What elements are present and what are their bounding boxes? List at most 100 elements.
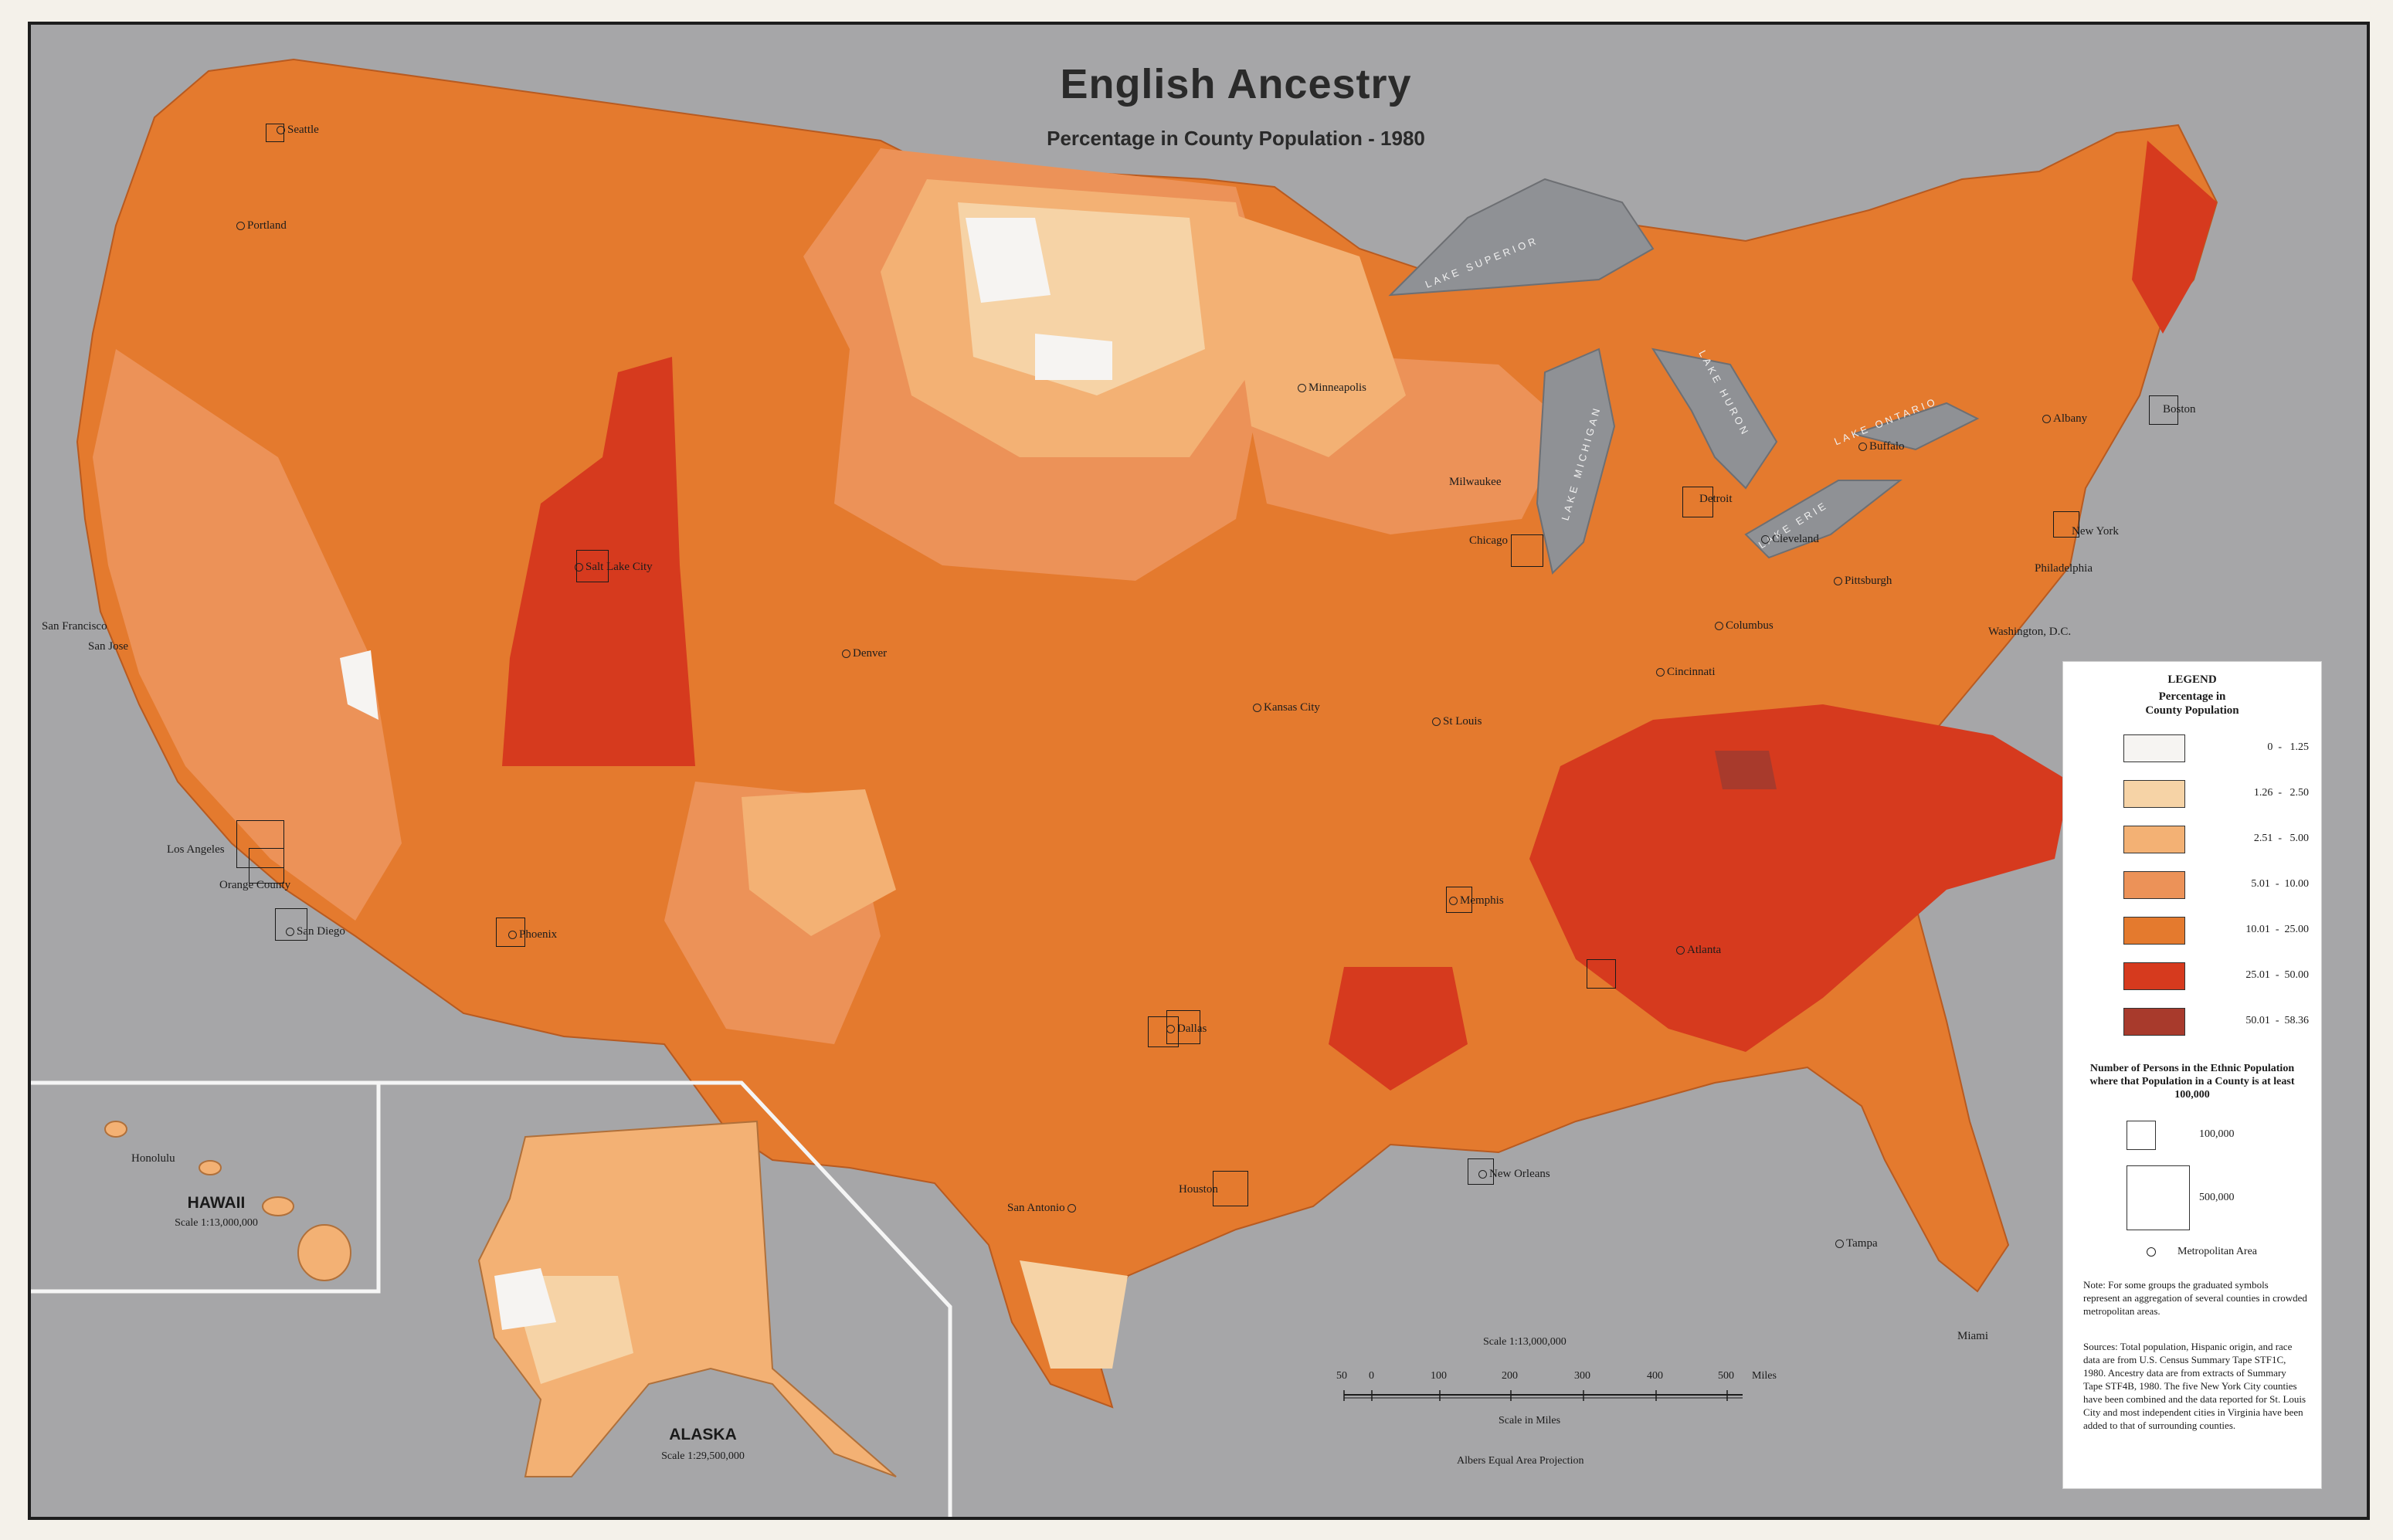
- legend-class-row: 50.01 - 58.36: [2123, 1008, 2309, 1039]
- legend-class-row: 0 - 1.25: [2123, 734, 2309, 765]
- region-utah: [502, 357, 695, 766]
- scale-tick-0: 0: [1369, 1370, 1374, 1382]
- alaska-white-region: [494, 1268, 556, 1330]
- city-label: Salt Lake City: [586, 561, 653, 573]
- city-label: Atlanta: [1687, 944, 1722, 956]
- lake-michigan: [1536, 348, 1616, 575]
- city-marker-icon: [1298, 384, 1306, 393]
- city-new-orleans: New Orleans: [1478, 1168, 1550, 1181]
- region-sd-white: [1035, 334, 1112, 380]
- city-label: Minneapolis: [1309, 382, 1366, 394]
- hawaii-title: HAWAII: [187, 1194, 246, 1212]
- scale-tick-100: 100: [1431, 1370, 1447, 1382]
- legend-range: 25.01 - 50.00: [2245, 969, 2309, 981]
- legend-metro-label: Metropolitan Area: [2147, 1246, 2257, 1258]
- legend-panel: LEGEND Percentage in County Population 0…: [2062, 661, 2322, 1489]
- city-marker-icon: [277, 126, 285, 135]
- region-kentucky-core: [1715, 751, 1777, 789]
- hawaii-scale: Scale 1:13,000,000: [175, 1217, 258, 1229]
- metro-symbol-new-orleans: [1468, 1158, 1494, 1185]
- city-seattle: Seattle: [277, 124, 319, 137]
- city-atlanta: Atlanta: [1676, 944, 1721, 957]
- metro-symbol-chicago: [1511, 534, 1543, 567]
- region-nevada-white: [340, 650, 378, 720]
- city-philadelphia: Philadelphia: [2035, 562, 2093, 575]
- city-marker-icon: [1656, 668, 1665, 677]
- city-honolulu: Honolulu: [131, 1152, 175, 1165]
- city-label: Tampa: [1846, 1237, 1878, 1250]
- legend-persons-heading: Number of Persons in the Ethnic Populati…: [2089, 1063, 2295, 1101]
- region-maine: [2132, 141, 2217, 334]
- city-label: Los Angeles: [167, 843, 225, 856]
- legend-class-row: 2.51 - 5.00: [2123, 826, 2309, 856]
- metro-symbol-boston: [2149, 395, 2178, 425]
- city-label: San Antonio: [1007, 1202, 1065, 1214]
- legend-swatch: [2123, 871, 2185, 899]
- city-label: Phoenix: [519, 928, 558, 941]
- city-marker-icon: [1834, 577, 1842, 586]
- city-cleveland: Cleveland: [1761, 533, 1819, 546]
- hawaii-oahu: [199, 1160, 222, 1175]
- metro-symbol-salt-lake-city: [576, 550, 609, 582]
- city-st-louis: St Louis: [1432, 715, 1482, 728]
- city-houston: Houston: [1179, 1183, 1218, 1196]
- projection-caption: Albers Equal Area Projection: [1457, 1455, 1584, 1467]
- map-scale-text: Scale 1:13,000,000: [1483, 1336, 1566, 1348]
- city-label: Dallas: [1177, 1023, 1207, 1035]
- city-marker-icon: [1449, 897, 1458, 906]
- metro-symbol-seattle: [266, 124, 284, 142]
- metro-symbol-detroit: [1682, 487, 1713, 517]
- city-marker-icon: [1858, 443, 1867, 452]
- legend-range: 50.01 - 58.36: [2245, 1015, 2309, 1026]
- city-label: Orange County: [219, 879, 291, 891]
- scale-unit: Miles: [1752, 1370, 1777, 1382]
- city-label: Kansas City: [1264, 701, 1320, 714]
- city-columbus: Columbus: [1715, 619, 1774, 633]
- legend-swatch: [2123, 917, 2185, 945]
- legend-range: 1.26 - 2.50: [2253, 787, 2309, 799]
- city-label: Philadelphia: [2035, 562, 2093, 575]
- city-pittsburgh: Pittsburgh: [1834, 575, 1892, 588]
- legend-class-row: 1.26 - 2.50: [2123, 780, 2309, 811]
- metro-symbol-houston: [1213, 1171, 1248, 1206]
- city-marker-icon: [236, 222, 245, 231]
- region-appalachia: [1529, 704, 2070, 1052]
- city-memphis: Memphis: [1449, 894, 1504, 907]
- scale-tick-50: 50: [1336, 1370, 1347, 1382]
- city-minneapolis: Minneapolis: [1298, 382, 1366, 395]
- legend-size-500k: [2127, 1165, 2190, 1230]
- city-marker-icon: [1835, 1240, 1844, 1249]
- city-orange-county: Orange County: [219, 879, 290, 892]
- region-arkansas: [1329, 967, 1468, 1091]
- metro-symbol-orange-county: [249, 848, 284, 884]
- region-minnesota: [1220, 210, 1406, 457]
- city-chicago: Chicago: [1469, 534, 1508, 548]
- city-marker-icon: [1676, 946, 1685, 955]
- city-buffalo: Buffalo: [1858, 440, 1905, 453]
- city-phoenix: Phoenix: [508, 928, 557, 941]
- city-label: San Francisco: [42, 620, 107, 633]
- legend-size-100k-label: 100,000: [2199, 1128, 2235, 1140]
- city-label: St Louis: [1443, 715, 1482, 728]
- city-boston: Boston: [2163, 403, 2196, 416]
- legend-class-row: 25.01 - 50.00: [2123, 962, 2309, 993]
- legend-range: 10.01 - 25.00: [2245, 924, 2309, 935]
- scale-tick-200: 200: [1502, 1370, 1518, 1382]
- city-label: Seattle: [287, 124, 319, 136]
- city-new-york: New York: [2072, 525, 2119, 538]
- hawaii-kauai: [104, 1121, 127, 1138]
- city-san-francisco: San Francisco: [42, 620, 107, 633]
- city-label: New York: [2072, 525, 2119, 538]
- metro-symbol-memphis: [1446, 887, 1472, 913]
- city-label: Cincinnati: [1667, 666, 1716, 678]
- city-milwaukee: Milwaukee: [1449, 476, 1501, 489]
- lake-erie: [1744, 480, 1903, 559]
- city-label: Washington, D.C.: [1988, 626, 2072, 638]
- region-nd-white: [966, 218, 1051, 303]
- legend-note: Note: For some groups the graduated symb…: [2083, 1279, 2307, 1317]
- city-label: Pittsburgh: [1845, 575, 1892, 587]
- city-marker-icon: [1253, 704, 1261, 713]
- city-tampa: Tampa: [1835, 1237, 1878, 1250]
- metro-symbol-dallas: [1148, 1016, 1179, 1047]
- city-label: Houston: [1179, 1183, 1218, 1196]
